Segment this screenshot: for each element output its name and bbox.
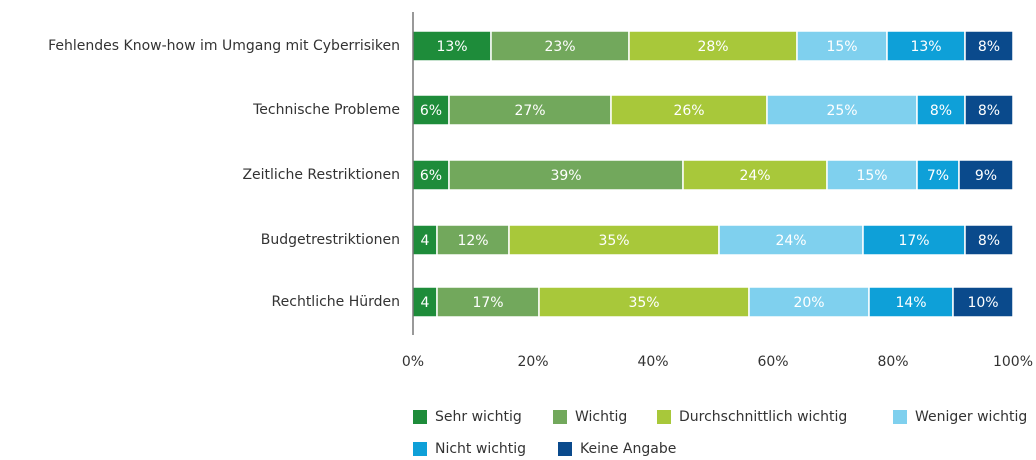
value-label: 8%: [930, 103, 952, 119]
bar-segment: [628, 30, 798, 62]
bar-segment: [952, 286, 1014, 318]
legend-label: Sehr wichtig: [435, 409, 522, 425]
category-label: Rechtliche Hürden: [272, 294, 400, 310]
value-label: 24%: [739, 168, 770, 184]
value-label: 27%: [514, 103, 545, 119]
value-label: 28%: [697, 39, 728, 55]
value-label: 39%: [550, 168, 581, 184]
value-label: 7%: [927, 168, 949, 184]
legend-label: Wichtig: [575, 409, 627, 425]
bar-segment: [964, 30, 1014, 62]
value-label: 15%: [826, 39, 857, 55]
value-label: 35%: [628, 295, 659, 311]
value-label: 17%: [472, 295, 503, 311]
value-label: 8%: [978, 39, 1000, 55]
bar-segment: [490, 30, 630, 62]
bar-segment: [412, 286, 438, 318]
bar-segment: [538, 286, 750, 318]
bar-segment: [886, 30, 966, 62]
category-label: Technische Probleme: [252, 102, 400, 118]
legend-label: Durchschnittlich wichtig: [679, 409, 847, 425]
bar-segment: [718, 224, 864, 256]
bar-segment: [826, 159, 918, 191]
bar-segment: [964, 224, 1014, 256]
category-label: Fehlendes Know-how im Umgang mit Cyberri…: [48, 38, 400, 54]
bar-segment: [448, 94, 612, 126]
category-label: Zeitliche Restriktionen: [242, 167, 400, 183]
value-label: 15%: [856, 168, 887, 184]
bar-segment: [412, 159, 450, 191]
x-tick-label: 20%: [517, 354, 548, 370]
bar-segment: [436, 224, 510, 256]
value-label: 20%: [793, 295, 824, 311]
value-label: 35%: [598, 233, 629, 249]
x-tick-label: 0%: [402, 354, 424, 370]
bar-segment: [412, 94, 450, 126]
bar-segment: [958, 159, 1014, 191]
value-label: 17%: [898, 233, 929, 249]
value-label: 12%: [457, 233, 488, 249]
value-label: 13%: [436, 39, 467, 55]
value-label: 23%: [544, 39, 575, 55]
legend-swatch: [893, 410, 907, 424]
legend-swatch: [413, 442, 427, 456]
bar-segment: [766, 94, 918, 126]
value-label: 14%: [895, 295, 926, 311]
value-label: 6%: [420, 103, 442, 119]
x-tick-label: 80%: [877, 354, 908, 370]
bar-segment: [610, 94, 768, 126]
value-label: 8%: [978, 233, 1000, 249]
value-label: 13%: [910, 39, 941, 55]
value-label: 26%: [673, 103, 704, 119]
bar-segment: [748, 286, 870, 318]
legend-swatch: [413, 410, 427, 424]
bar-segment: [964, 94, 1014, 126]
legend-label: Weniger wichtig: [915, 409, 1027, 425]
legend-swatch: [553, 410, 567, 424]
bar-segment: [412, 224, 438, 256]
value-label: 10%: [967, 295, 998, 311]
value-label: 24%: [775, 233, 806, 249]
value-label: 4: [421, 233, 430, 249]
category-label: Budgetrestriktionen: [261, 232, 400, 248]
x-tick-label: 60%: [757, 354, 788, 370]
value-label: 8%: [978, 103, 1000, 119]
bar-segment: [448, 159, 684, 191]
legend-swatch: [558, 442, 572, 456]
bar-segment: [916, 159, 960, 191]
value-label: 25%: [826, 103, 857, 119]
value-label: 6%: [420, 168, 442, 184]
x-tick-label: 100%: [993, 354, 1033, 370]
legend-label: Keine Angabe: [580, 441, 676, 457]
bar-segment: [868, 286, 954, 318]
value-label: 4: [421, 295, 430, 311]
legend-label: Nicht wichtig: [435, 441, 526, 457]
value-label: 9%: [975, 168, 997, 184]
bar-segment: [862, 224, 966, 256]
x-tick-label: 40%: [637, 354, 668, 370]
legend-swatch: [657, 410, 671, 424]
bar-segment: [508, 224, 720, 256]
